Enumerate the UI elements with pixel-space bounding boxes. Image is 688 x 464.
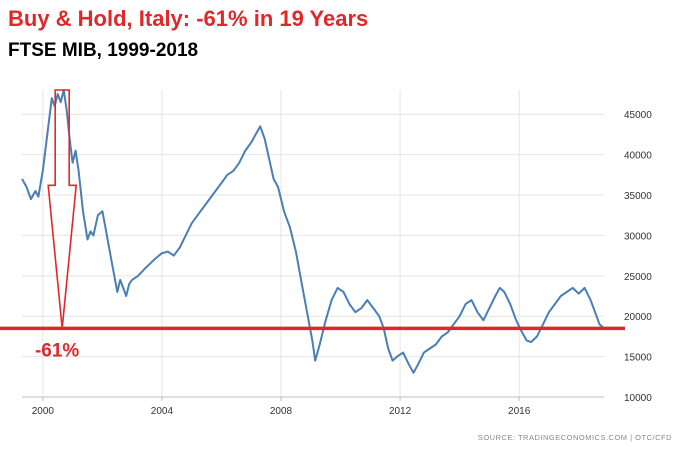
series-line [21, 89, 605, 374]
chart-title: Buy & Hold, Italy: -61% in 19 Years [8, 6, 369, 31]
x-tick-label: 2008 [270, 406, 293, 417]
y-tick-label: 40000 [624, 151, 652, 162]
y-axis: 10000 15000 20000 25000 30000 35000 40000 45000 [624, 110, 652, 404]
source-note: SOURCE: TRADINGECONOMICS.COM | OTC/CFD [477, 433, 672, 442]
series-lines [21, 89, 605, 374]
x-tick-label: 2012 [389, 406, 412, 417]
y-tick-label: 10000 [624, 393, 652, 404]
grid-lines [22, 90, 604, 398]
y-tick-label: 20000 [624, 312, 652, 323]
x-tick-label: 2000 [32, 406, 55, 417]
x-axis: 2000 2004 2008 2012 2016 [32, 397, 531, 417]
down-arrow-annotation [47, 89, 78, 329]
y-tick-label: 25000 [624, 272, 652, 283]
x-tick-label: 2016 [508, 406, 531, 417]
x-tick-label: 2004 [151, 406, 174, 417]
annotations: -61% [0, 89, 625, 361]
y-tick-label: 30000 [624, 231, 652, 242]
chart-subtitle: FTSE MIB, 1999-2018 [8, 40, 199, 61]
y-tick-label: 35000 [624, 191, 652, 202]
y-tick-label: 45000 [624, 110, 652, 121]
percent-change-label: -61% [35, 340, 79, 361]
y-tick-label: 15000 [624, 353, 652, 364]
